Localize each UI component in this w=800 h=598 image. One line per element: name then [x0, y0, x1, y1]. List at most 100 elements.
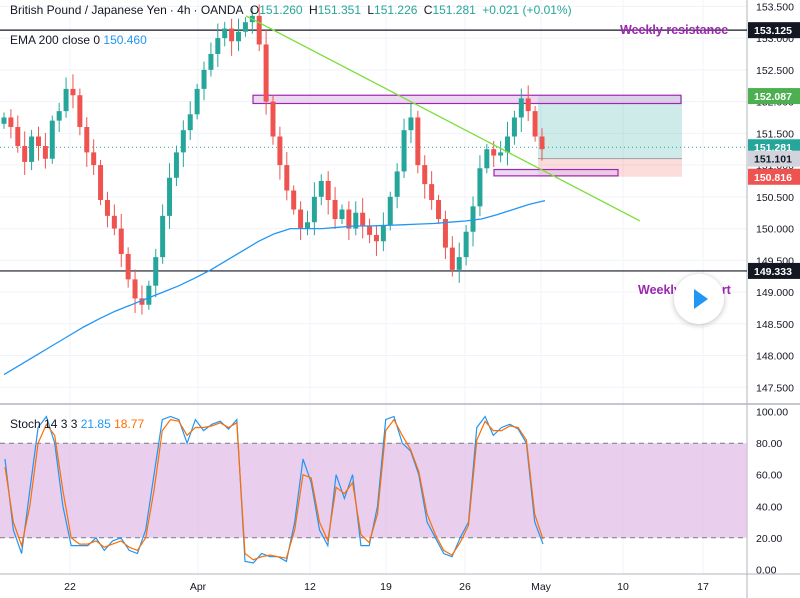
time-tick-label-0: 22: [64, 581, 76, 593]
candle-body-49: [339, 209, 345, 220]
ema-legend[interactable]: EMA 200 close 0 150.460: [10, 33, 147, 47]
candle-body-44: [304, 222, 310, 229]
candle-body-42: [291, 190, 297, 210]
candle-body-71: [491, 149, 497, 156]
play-button[interactable]: [674, 274, 724, 324]
candle-body-57: [394, 171, 400, 197]
candle-body-14: [98, 165, 104, 200]
candle-49: [339, 204, 345, 225]
candle-58: [401, 118, 407, 179]
candle-body-45: [311, 196, 317, 223]
candle-8: [56, 102, 62, 133]
candle-24: [167, 163, 173, 229]
close-label: C: [423, 3, 433, 17]
candle-body-63: [436, 200, 442, 220]
candle-body-24: [167, 177, 173, 216]
candle-body-5: [35, 136, 41, 147]
price-tick-label-10: 152.500: [756, 65, 794, 77]
stoch-legend[interactable]: Stoch 14 3 3 21.85 18.77: [10, 417, 144, 431]
candle-3: [22, 131, 28, 175]
candle-66: [456, 242, 462, 283]
candle-body-65: [449, 247, 455, 270]
candle-40: [277, 126, 283, 180]
price-tag-label-3: 151.101: [754, 154, 792, 166]
candle-body-72: [498, 152, 504, 156]
stoch-tick-label-5: 100.00: [756, 407, 788, 419]
candle-1: [8, 109, 14, 139]
price-tick-label-8: 151.500: [756, 128, 794, 140]
symbol-name[interactable]: British Pound / Japanese Yen: [10, 3, 167, 17]
ema-value: 150.460: [103, 33, 147, 47]
candle-body-78: [539, 136, 545, 150]
candle-body-10: [70, 88, 76, 96]
candle-body-25: [173, 152, 179, 178]
candle-body-31: [215, 38, 221, 54]
candle-body-28: [194, 88, 200, 115]
candle-body-60: [415, 117, 421, 166]
price-tag-bg-1: [748, 88, 800, 105]
candle-body-0: [1, 117, 7, 124]
price-tag-bg-0: [748, 22, 800, 39]
candle-body-13: [91, 152, 97, 166]
candle-29: [201, 61, 207, 101]
candle-body-52: [360, 212, 366, 226]
candle-45: [311, 182, 317, 236]
candle-body-16: [111, 215, 117, 229]
candle-73: [505, 121, 511, 166]
candle-body-39: [270, 101, 276, 137]
candle-13: [91, 139, 97, 175]
candle-55: [380, 212, 386, 252]
time-tick-label-4: 26: [459, 581, 471, 593]
candle-69: [477, 155, 483, 217]
candle-body-30: [208, 53, 214, 70]
candle-body-40: [277, 136, 283, 166]
price-tick-label-2: 148.500: [756, 319, 794, 331]
candle-body-15: [104, 200, 110, 216]
candle-body-69: [477, 168, 483, 207]
candle-77: [532, 106, 538, 142]
play-icon: [694, 289, 708, 309]
price-tag-bg-5: [748, 262, 800, 279]
candle-body-73: [505, 136, 511, 153]
data-source: OANDA: [200, 3, 244, 17]
candle-76: [525, 85, 531, 121]
candle-28: [194, 83, 200, 120]
candle-51: [353, 201, 359, 236]
candle-75: [518, 88, 524, 133]
candle-15: [104, 191, 110, 228]
candle-59: [408, 102, 414, 144]
candle-body-43: [298, 209, 304, 229]
time-tick-label-6: 10: [617, 581, 629, 593]
price-tick-label-1: 148.000: [756, 351, 794, 363]
candle-body-8: [56, 111, 62, 121]
candle-46: [318, 174, 324, 206]
low-label: L: [367, 3, 375, 17]
candle-21: [146, 280, 152, 310]
candle-64: [442, 210, 448, 260]
candle-37: [256, 4, 262, 52]
open-label: O: [249, 3, 260, 17]
ema-200-line: [3, 199, 546, 376]
candle-body-50: [346, 209, 352, 229]
candle-25: [173, 145, 179, 187]
candle-body-17: [118, 228, 124, 254]
candle-17: [118, 213, 124, 267]
candle-30: [208, 42, 214, 77]
price-tick-label-5: 150.000: [756, 224, 794, 236]
low-value: 151.226: [374, 3, 418, 17]
candle-12: [84, 117, 90, 167]
candle-11: [77, 88, 83, 136]
candle-70: [484, 144, 490, 174]
timeframe[interactable]: 4h: [177, 3, 191, 17]
candle-body-32: [222, 28, 228, 39]
candle-35: [242, 17, 248, 37]
price-tag-label-4: 150.816: [754, 172, 792, 184]
candle-31: [215, 23, 221, 67]
time-tick-label-7: 17: [697, 581, 709, 593]
candle-60: [415, 110, 421, 174]
stoch-k-value: 21.85: [80, 417, 111, 431]
candle-body-70: [484, 149, 490, 169]
candle-body-27: [187, 114, 193, 131]
candle-body-34: [236, 31, 242, 42]
